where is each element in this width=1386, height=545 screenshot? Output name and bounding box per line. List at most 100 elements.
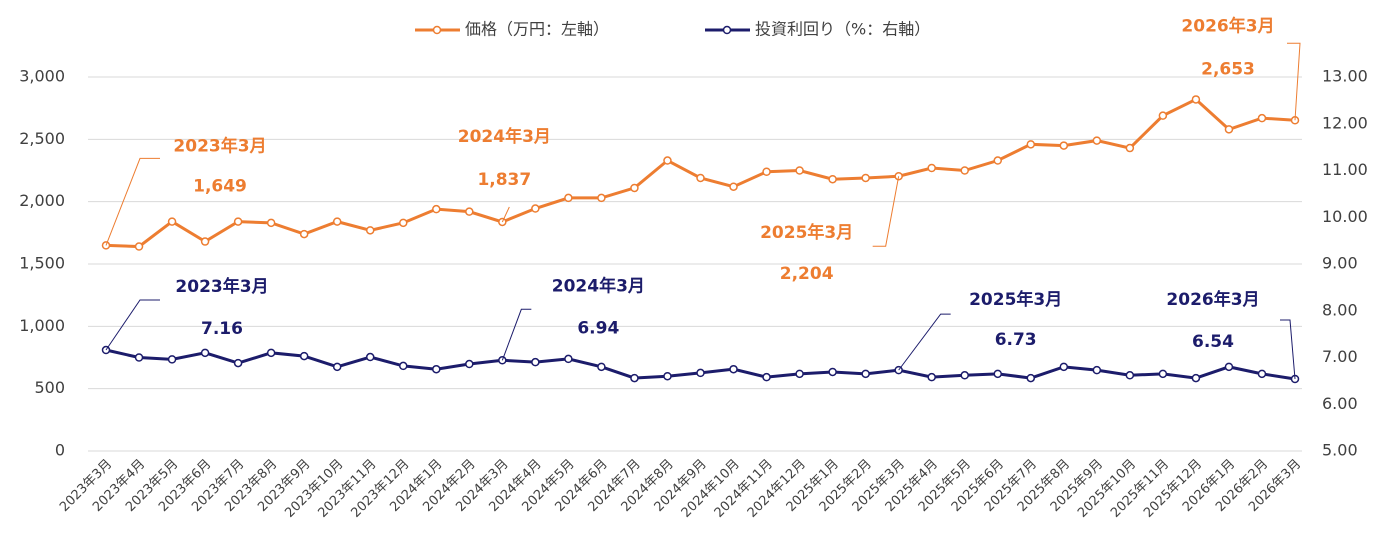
point [861, 173, 870, 183]
callout-label: 2025年3月 [969, 289, 1062, 310]
y2-tick-label: 12.00 [1322, 113, 1368, 132]
value-label: 1,649 [193, 176, 247, 196]
point [927, 372, 936, 382]
point [861, 369, 870, 379]
point [564, 193, 573, 203]
legend-marker [722, 25, 732, 35]
callout-label: 2025年3月 [760, 222, 853, 243]
point [729, 182, 738, 191]
point [233, 358, 243, 368]
y-tick-label: 3,000 [19, 67, 65, 86]
y-tick-label: 1,500 [19, 254, 65, 273]
callout-label: 2026年3月 [1166, 289, 1259, 310]
callout-leader [105, 299, 160, 351]
y2-tick-label: 11.00 [1322, 160, 1368, 179]
point [663, 156, 672, 165]
point [1191, 373, 1201, 383]
value-label: 1,837 [477, 170, 531, 190]
callout-label: 2023年3月 [175, 276, 268, 297]
y2-tick-label: 13.00 [1322, 67, 1368, 86]
point [134, 353, 144, 362]
series-line [105, 97, 1296, 249]
point [663, 371, 672, 381]
point [696, 173, 705, 183]
y-tick-label: 2,000 [19, 191, 65, 210]
point [960, 371, 969, 380]
point [828, 174, 837, 184]
point [1059, 362, 1069, 372]
point [399, 361, 408, 371]
value-label: 2,204 [780, 264, 834, 284]
callout-leader [501, 206, 510, 223]
point [1026, 140, 1036, 149]
y2-tick-label: 5.00 [1322, 441, 1358, 460]
point [200, 348, 210, 358]
legend-label: 投資利回り（%：右軸） [755, 20, 930, 39]
point [795, 369, 804, 379]
point [597, 362, 606, 372]
point [1257, 113, 1267, 123]
point [167, 355, 177, 364]
y2-tick-label: 6.00 [1322, 394, 1358, 413]
point [762, 167, 771, 176]
y2-tick-label: 8.00 [1322, 300, 1358, 319]
y-tick-label: 0 [55, 441, 65, 460]
point [432, 204, 441, 214]
point [993, 369, 1002, 379]
point [399, 218, 408, 228]
point [233, 217, 243, 226]
callout-leader [1287, 42, 1301, 121]
point [1257, 369, 1267, 379]
callout-leader [872, 176, 900, 247]
point [1224, 125, 1234, 134]
callout-leader [898, 313, 951, 371]
point [1092, 365, 1102, 375]
callout-label: 2023年3月 [173, 135, 266, 156]
point [795, 166, 804, 175]
point [630, 183, 639, 193]
point [597, 193, 606, 203]
point [465, 207, 474, 216]
point [299, 229, 309, 239]
point [167, 217, 177, 226]
y-tick-label: 2,500 [19, 129, 65, 148]
point [365, 226, 375, 235]
value-label: 6.73 [995, 330, 1037, 350]
callout-label: 2026年3月 [1181, 15, 1274, 36]
point [1059, 141, 1069, 150]
point [1026, 373, 1036, 383]
point [1092, 136, 1102, 145]
point [630, 373, 639, 383]
callout-leader [1280, 319, 1296, 380]
point [564, 354, 573, 364]
point [828, 367, 837, 377]
point [531, 204, 540, 213]
point [696, 368, 705, 378]
y2-tick-label: 7.00 [1322, 347, 1358, 366]
y2-tick-label: 10.00 [1322, 207, 1368, 226]
legend-label: 価格（万円：左軸） [465, 20, 609, 39]
callout-label: 2024年3月 [552, 275, 645, 296]
y2-tick-label: 9.00 [1322, 254, 1358, 273]
point [266, 218, 276, 228]
point [729, 364, 738, 374]
point [1125, 371, 1135, 380]
point [465, 359, 474, 369]
point [332, 217, 342, 226]
value-label: 7.16 [201, 319, 243, 339]
point [1158, 369, 1168, 379]
point [1158, 111, 1168, 120]
point [266, 348, 276, 358]
point [1224, 362, 1234, 372]
point [1191, 95, 1201, 104]
point [134, 242, 144, 251]
point [332, 362, 342, 372]
point [993, 156, 1002, 165]
point [927, 163, 936, 173]
point [531, 357, 540, 367]
y-tick-label: 1,000 [19, 316, 65, 335]
callout-leader [105, 157, 160, 246]
point [1125, 143, 1135, 153]
value-label: 6.94 [577, 318, 619, 338]
